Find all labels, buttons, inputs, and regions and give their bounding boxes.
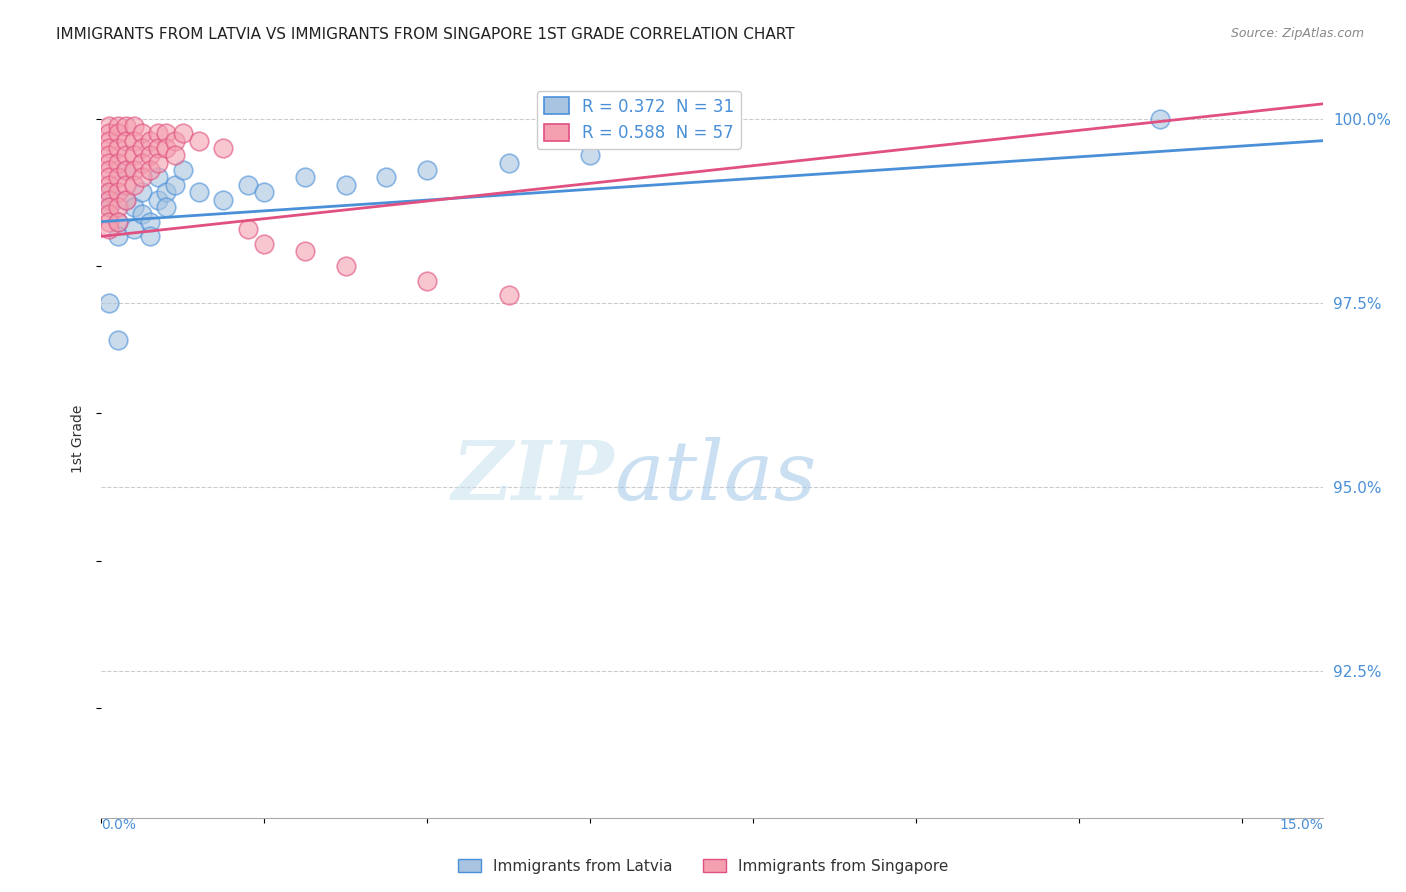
Point <box>98 119 121 133</box>
Point <box>212 193 235 207</box>
Point <box>148 193 170 207</box>
Point <box>107 185 129 199</box>
Point <box>98 215 121 229</box>
Point <box>98 141 121 155</box>
Y-axis label: 1st Grade: 1st Grade <box>72 405 86 473</box>
Point <box>114 178 136 192</box>
Point <box>148 170 170 185</box>
Point <box>107 333 129 347</box>
Point <box>139 215 162 229</box>
Text: atlas: atlas <box>614 437 817 517</box>
Point <box>1149 112 1171 126</box>
Point <box>107 215 129 229</box>
Point <box>122 163 145 178</box>
Point <box>107 170 129 185</box>
Point <box>155 126 177 140</box>
Point <box>107 141 129 155</box>
Point <box>98 295 121 310</box>
Point <box>122 134 145 148</box>
Point <box>131 170 153 185</box>
Point <box>148 126 170 140</box>
Point <box>139 163 162 178</box>
Point <box>107 200 129 214</box>
Point <box>98 200 121 214</box>
Point <box>107 155 129 169</box>
Point <box>155 200 177 214</box>
Point <box>122 200 145 214</box>
Point <box>98 222 121 236</box>
Point <box>131 185 153 199</box>
Point <box>107 229 129 244</box>
Point <box>416 274 439 288</box>
Point <box>416 163 439 178</box>
Point <box>294 244 316 259</box>
Point <box>114 148 136 162</box>
Point <box>98 193 121 207</box>
Point <box>114 134 136 148</box>
Point <box>294 170 316 185</box>
Point <box>188 185 211 199</box>
Point <box>188 134 211 148</box>
Point <box>139 229 162 244</box>
Point <box>335 259 357 273</box>
Point <box>236 178 259 192</box>
Point <box>114 193 136 207</box>
Point <box>122 222 145 236</box>
Point <box>155 185 177 199</box>
Point <box>163 148 186 162</box>
Point <box>139 134 162 148</box>
Point <box>98 178 121 192</box>
Point <box>98 200 121 214</box>
Point <box>212 141 235 155</box>
Point <box>498 155 520 169</box>
Point <box>98 148 121 162</box>
Text: 15.0%: 15.0% <box>1279 818 1323 832</box>
Point <box>253 236 276 251</box>
Point <box>163 134 186 148</box>
Legend: Immigrants from Latvia, Immigrants from Singapore: Immigrants from Latvia, Immigrants from … <box>451 853 955 880</box>
Point <box>122 148 145 162</box>
Point <box>498 288 520 302</box>
Point <box>107 215 129 229</box>
Point <box>148 141 170 155</box>
Point <box>98 163 121 178</box>
Point <box>236 222 259 236</box>
Point <box>172 163 194 178</box>
Text: IMMIGRANTS FROM LATVIA VS IMMIGRANTS FROM SINGAPORE 1ST GRADE CORRELATION CHART: IMMIGRANTS FROM LATVIA VS IMMIGRANTS FRO… <box>56 27 794 42</box>
Point <box>375 170 398 185</box>
Point <box>114 119 136 133</box>
Text: ZIP: ZIP <box>451 437 614 517</box>
Point <box>335 178 357 192</box>
Point <box>98 207 121 221</box>
Point <box>122 119 145 133</box>
Point <box>98 134 121 148</box>
Point <box>148 155 170 169</box>
Point <box>98 185 121 199</box>
Point <box>114 193 136 207</box>
Point <box>579 148 602 162</box>
Point <box>131 207 153 221</box>
Point <box>163 178 186 192</box>
Legend: R = 0.372  N = 31, R = 0.588  N = 57: R = 0.372 N = 31, R = 0.588 N = 57 <box>537 91 741 149</box>
Point <box>107 119 129 133</box>
Point <box>98 185 121 199</box>
Point <box>122 178 145 192</box>
Point <box>114 163 136 178</box>
Point <box>253 185 276 199</box>
Point <box>139 148 162 162</box>
Point <box>98 170 121 185</box>
Point <box>155 141 177 155</box>
Point <box>131 155 153 169</box>
Point <box>172 126 194 140</box>
Point <box>114 163 136 178</box>
Point <box>98 126 121 140</box>
Text: 0.0%: 0.0% <box>101 818 136 832</box>
Point <box>131 126 153 140</box>
Point <box>131 141 153 155</box>
Point <box>98 155 121 169</box>
Text: Source: ZipAtlas.com: Source: ZipAtlas.com <box>1230 27 1364 40</box>
Point <box>107 126 129 140</box>
